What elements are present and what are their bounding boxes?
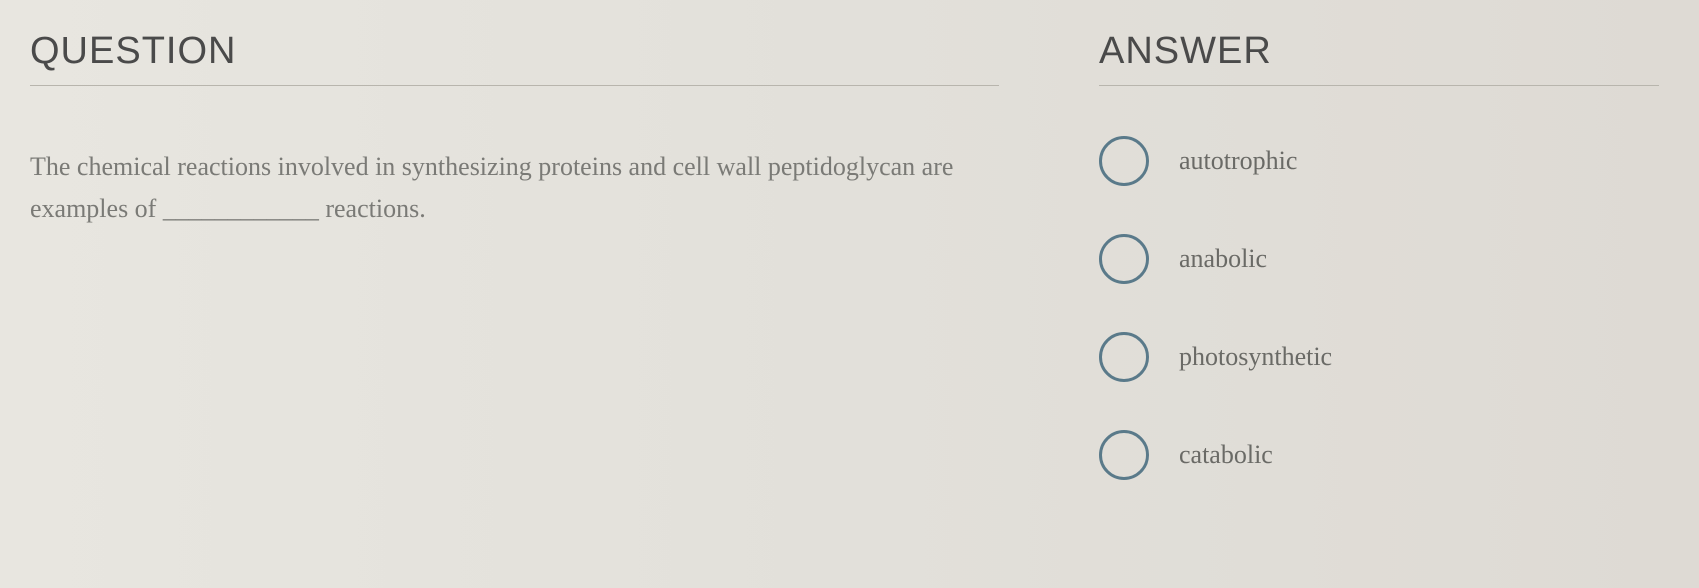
- option-catabolic[interactable]: catabolic: [1099, 430, 1659, 480]
- option-label: anabolic: [1179, 244, 1267, 274]
- option-autotrophic[interactable]: autotrophic: [1099, 136, 1659, 186]
- option-anabolic[interactable]: anabolic: [1099, 234, 1659, 284]
- option-photosynthetic[interactable]: photosynthetic: [1099, 332, 1659, 382]
- question-divider: [30, 85, 999, 86]
- radio-icon: [1099, 430, 1149, 480]
- option-label: autotrophic: [1179, 146, 1297, 176]
- answer-heading: ANSWER: [1099, 30, 1659, 73]
- answer-divider: [1099, 85, 1659, 86]
- radio-icon: [1099, 234, 1149, 284]
- option-label: photosynthetic: [1179, 342, 1332, 372]
- quiz-container: QUESTION The chemical reactions involved…: [0, 0, 1699, 588]
- radio-icon: [1099, 332, 1149, 382]
- radio-icon: [1099, 136, 1149, 186]
- option-label: catabolic: [1179, 440, 1273, 470]
- options-list: autotrophic anabolic photosynthetic cata…: [1099, 136, 1659, 480]
- answer-section: ANSWER autotrophic anabolic photosynthet…: [1079, 30, 1659, 558]
- question-heading: QUESTION: [30, 30, 999, 73]
- question-text: The chemical reactions involved in synth…: [30, 146, 999, 229]
- question-section: QUESTION The chemical reactions involved…: [30, 30, 1079, 558]
